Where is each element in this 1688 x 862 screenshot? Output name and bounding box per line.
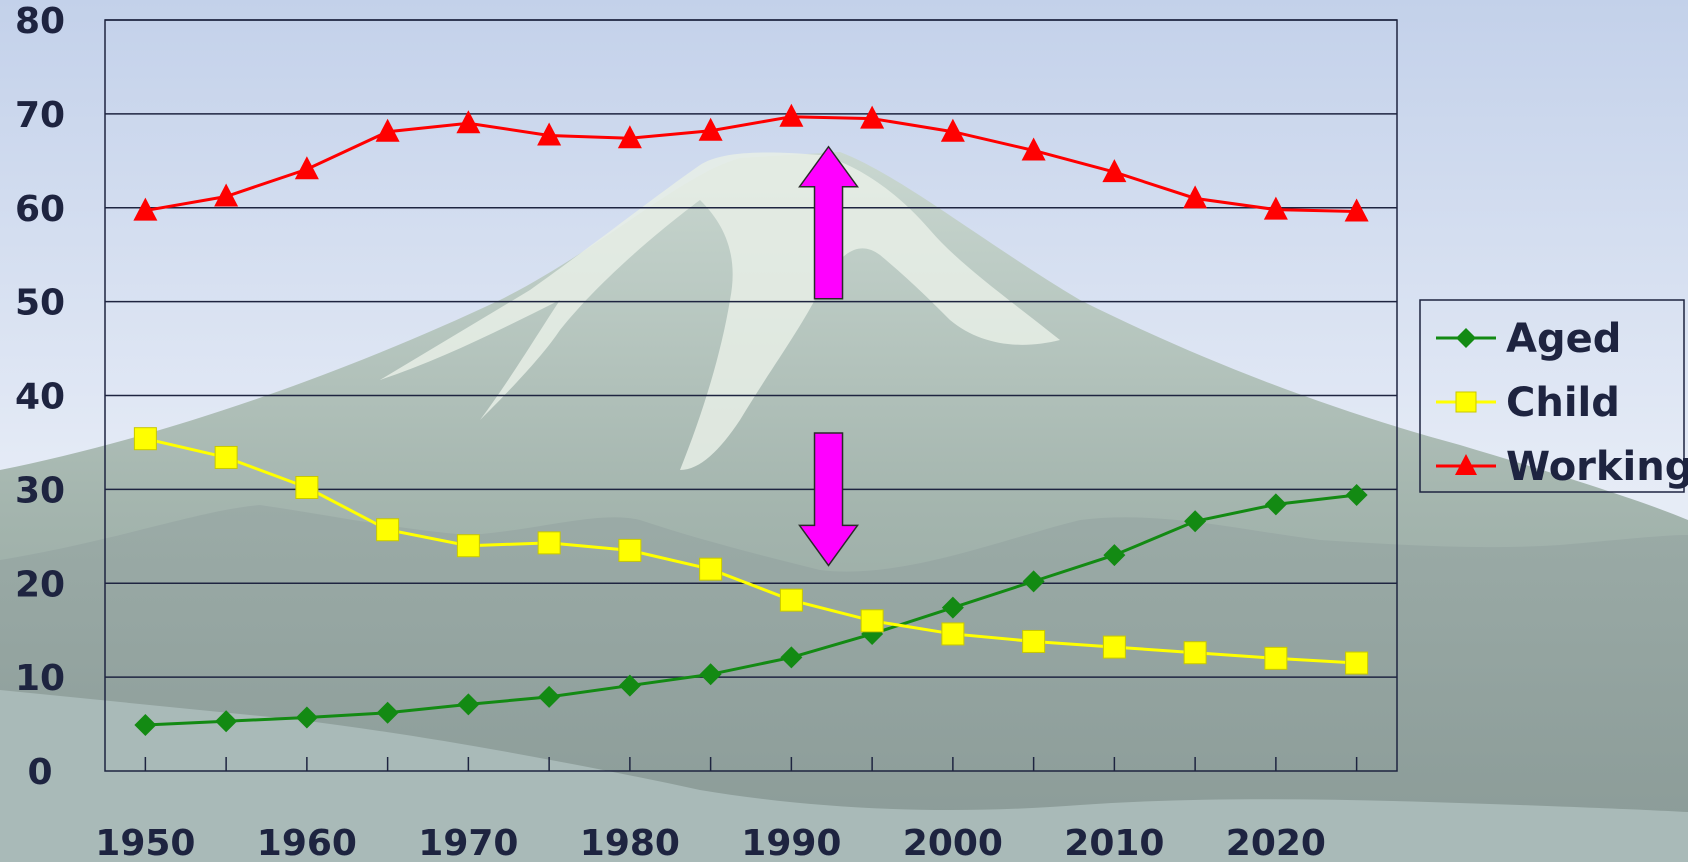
down-arrow (798, 432, 859, 567)
legend-item-aged: Aged (1436, 316, 1621, 362)
x-tick-label: 1970 (418, 823, 518, 862)
legend-box (1419, 299, 1685, 493)
legend-item-child: Child (1436, 380, 1620, 426)
data-point-aged (618, 674, 641, 697)
legend-marker (1456, 328, 1476, 348)
data-point-working (214, 183, 239, 207)
data-point-child (1345, 651, 1369, 675)
x-tick-label: 2000 (903, 823, 1003, 862)
x-tick-label: 2020 (1226, 823, 1326, 862)
data-point-working (1102, 159, 1127, 183)
y-tick-label: 40 (15, 377, 65, 418)
series-line-working (145, 115, 1357, 214)
plot-border (104, 19, 1398, 772)
legend-marker (1455, 391, 1477, 413)
data-point-child (699, 557, 723, 581)
legend-item-working: Working (1436, 444, 1688, 490)
data-point-aged (376, 701, 399, 724)
series-layer (133, 103, 1369, 737)
data-point-child (537, 531, 561, 555)
data-point-child (1183, 641, 1207, 665)
legend-label: Aged (1506, 316, 1621, 362)
data-point-working (375, 118, 400, 142)
x-tick-label: 1980 (580, 823, 680, 862)
x-tick-label: 2010 (1064, 823, 1164, 862)
series-aged (134, 484, 1368, 737)
x-tick-label: 1990 (741, 823, 841, 862)
data-point-child (456, 534, 480, 558)
y-tick-label: 30 (15, 470, 65, 511)
data-point-working (1263, 196, 1288, 220)
data-point-child (214, 445, 238, 469)
data-point-aged (780, 646, 803, 669)
data-point-working (1344, 198, 1369, 222)
data-point-aged (1022, 570, 1045, 593)
annotation-layer (798, 145, 859, 567)
y-tick-label: 10 (15, 658, 65, 699)
data-point-working (133, 197, 158, 221)
data-point-working (940, 118, 965, 142)
data-point-child (779, 588, 803, 612)
y-tick-label: 60 (15, 189, 65, 230)
data-point-child (295, 475, 319, 499)
y-axis: 0 10 20 30 40 50 60 70 80 (15, 1, 65, 793)
data-point-working (1183, 185, 1208, 209)
data-point-aged (699, 663, 722, 686)
legend-label: Working (1506, 444, 1688, 490)
data-point-working (1021, 137, 1046, 161)
x-tick-label: 1960 (257, 823, 357, 862)
data-point-child (376, 518, 400, 542)
data-point-child (1264, 646, 1288, 670)
data-point-child (133, 427, 157, 451)
data-point-child (1022, 629, 1046, 653)
x-axis: 1950 1960 1970 1980 1990 2000 2010 2020 (95, 757, 1358, 862)
data-point-working (698, 117, 723, 141)
data-point-child (860, 609, 884, 633)
data-point-aged (134, 714, 157, 737)
data-point-child (1102, 635, 1126, 659)
data-point-aged (457, 693, 480, 716)
y-tick-label: 70 (15, 95, 65, 136)
data-point-working (456, 110, 481, 134)
up-arrow (798, 145, 859, 300)
data-point-aged (538, 685, 561, 708)
data-point-aged (295, 706, 318, 729)
series-working (133, 103, 1369, 222)
data-point-aged (1103, 544, 1126, 567)
legend-marker (1455, 454, 1477, 475)
data-point-aged (1345, 484, 1368, 507)
data-point-working (860, 105, 885, 129)
x-tick-label: 1950 (95, 823, 195, 862)
y-tick-label: 20 (15, 564, 65, 605)
legend: Aged Child Working (1419, 299, 1688, 493)
y-tick-label: 0 (27, 752, 52, 793)
series-line-aged (145, 493, 1357, 727)
legend-label: Child (1506, 380, 1620, 426)
data-point-aged (1264, 493, 1287, 516)
data-point-working (617, 125, 642, 149)
data-point-aged (215, 710, 238, 733)
data-point-working (779, 103, 804, 127)
data-point-working (294, 156, 319, 180)
data-point-aged (941, 596, 964, 619)
data-point-child (618, 538, 642, 562)
y-tick-label: 80 (15, 1, 65, 42)
series-child (133, 427, 1369, 675)
series-line-child (145, 437, 1357, 665)
y-tick-label: 50 (15, 283, 65, 324)
data-point-working (537, 122, 562, 146)
data-point-aged (1184, 510, 1207, 533)
data-point-child (941, 622, 965, 646)
